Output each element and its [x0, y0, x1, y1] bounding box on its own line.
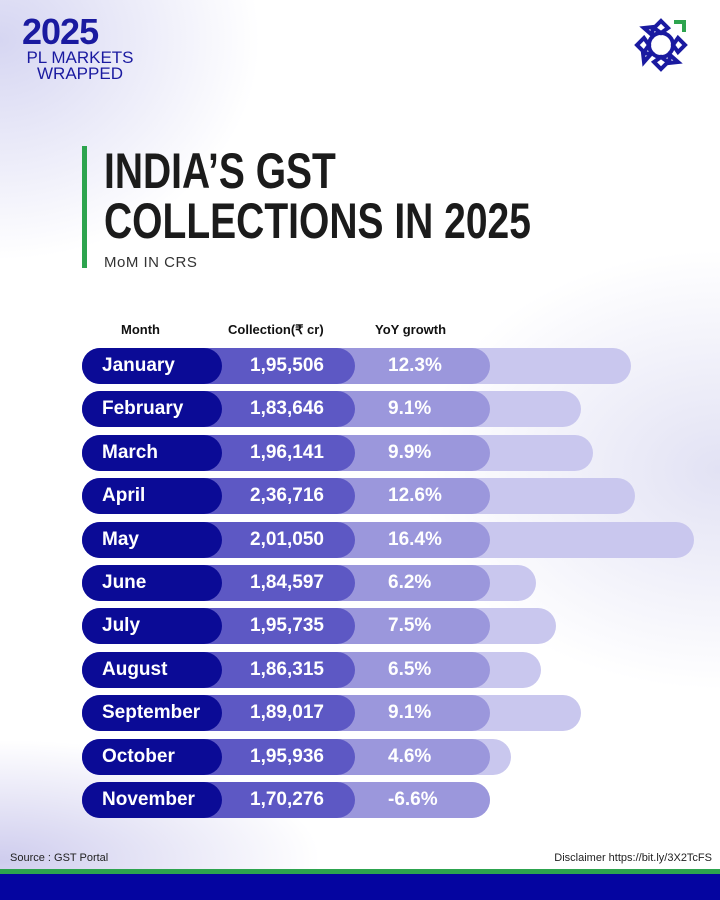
month-label: June: [102, 572, 147, 593]
collection-value: 1,86,315: [250, 658, 324, 680]
source-note: Source : GST Portal: [10, 852, 109, 864]
subtitle: MoM IN CRS: [104, 254, 198, 271]
yoy-value: 12.6%: [388, 485, 442, 507]
month-cell: [82, 521, 222, 558]
month-cell: [82, 434, 222, 471]
title-line2: COLLECTIONS IN 2025: [104, 193, 531, 249]
collection-value: 1,89,017: [250, 702, 324, 724]
footer-band: [0, 874, 720, 900]
month-cell: [82, 348, 222, 384]
month-cell: [82, 608, 222, 645]
brand-logo-icon: [634, 18, 688, 72]
green-divider: [0, 869, 720, 874]
collection-value: 1,95,735: [250, 615, 324, 637]
yoy-value: 7.5%: [388, 615, 432, 637]
yoy-value: 9.1%: [388, 702, 432, 724]
month-label: October: [102, 745, 175, 767]
month-cell: [82, 651, 222, 688]
month-cell: [82, 738, 222, 775]
month-label: February: [102, 398, 184, 420]
month-label: November: [102, 789, 195, 810]
collection-value: 2,01,050: [250, 528, 324, 550]
month-cell: [82, 695, 222, 732]
collection-value: 1,70,276: [250, 789, 324, 810]
month-label: April: [102, 485, 146, 507]
yoy-value: 4.6%: [388, 745, 432, 767]
yoy-value: 9.9%: [388, 441, 432, 463]
month-label: July: [102, 615, 141, 637]
month-cell: [82, 391, 222, 428]
month-cell: [82, 478, 222, 515]
yoy-value: 12.3%: [388, 355, 442, 376]
column-header-month: Month: [121, 322, 160, 337]
month-label: March: [102, 441, 158, 463]
yoy-value: -6.6%: [388, 789, 438, 810]
month-cell: [82, 565, 222, 601]
yoy-value: 6.2%: [388, 572, 432, 593]
pl-markets-wrapped-logo: 2025 PL MARKETS WRAPPED: [22, 11, 138, 83]
month-label: September: [102, 702, 201, 724]
yoy-value: 9.1%: [388, 398, 432, 420]
column-header-collection: Collection(₹ cr): [228, 322, 324, 337]
month-label: January: [102, 355, 175, 376]
title-block: INDIA’S GST COLLECTIONS IN 2025 MoM IN C…: [82, 143, 651, 271]
logo-year: 2025: [22, 11, 99, 52]
title-line1: INDIA’S GST: [104, 143, 336, 199]
collection-value: 1,83,646: [250, 398, 324, 420]
month-label: August: [102, 658, 168, 680]
yoy-value: 16.4%: [388, 528, 442, 550]
column-header-yoy: YoY growth: [375, 322, 447, 337]
collection-value: 2,36,716: [250, 485, 324, 507]
month-cell: [82, 782, 222, 818]
disclaimer-link[interactable]: Disclaimer https://bit.ly/3X2TcFS: [554, 852, 712, 864]
yoy-value: 6.5%: [388, 658, 432, 680]
logo-line1: PL MARKETS: [26, 48, 134, 67]
collection-value: 1,95,936: [250, 745, 324, 767]
month-label: May: [102, 528, 139, 550]
collection-value: 1,96,141: [250, 441, 324, 463]
logo-line2: WRAPPED: [37, 64, 123, 83]
collection-value: 1,84,597: [250, 572, 324, 593]
collection-value: 1,95,506: [250, 355, 324, 376]
